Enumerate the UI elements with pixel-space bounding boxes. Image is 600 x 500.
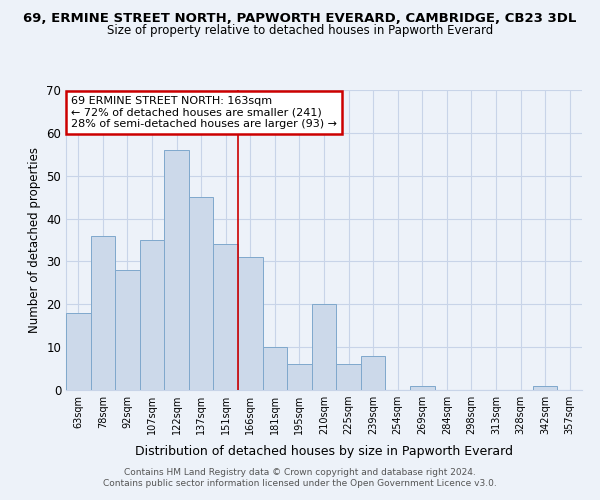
Text: 69 ERMINE STREET NORTH: 163sqm
← 72% of detached houses are smaller (241)
28% of: 69 ERMINE STREET NORTH: 163sqm ← 72% of … bbox=[71, 96, 337, 129]
Bar bbox=[361, 356, 385, 390]
Bar bbox=[287, 364, 312, 390]
Bar bbox=[189, 197, 214, 390]
Bar bbox=[91, 236, 115, 390]
Text: Contains HM Land Registry data © Crown copyright and database right 2024.
Contai: Contains HM Land Registry data © Crown c… bbox=[103, 468, 497, 487]
Y-axis label: Number of detached properties: Number of detached properties bbox=[28, 147, 41, 333]
Text: Size of property relative to detached houses in Papworth Everard: Size of property relative to detached ho… bbox=[107, 24, 493, 37]
Bar bbox=[336, 364, 361, 390]
Bar bbox=[115, 270, 140, 390]
Bar bbox=[312, 304, 336, 390]
Bar bbox=[263, 347, 287, 390]
Bar bbox=[66, 313, 91, 390]
Bar bbox=[410, 386, 434, 390]
Bar bbox=[238, 257, 263, 390]
Bar bbox=[533, 386, 557, 390]
X-axis label: Distribution of detached houses by size in Papworth Everard: Distribution of detached houses by size … bbox=[135, 446, 513, 458]
Bar bbox=[164, 150, 189, 390]
Text: 69, ERMINE STREET NORTH, PAPWORTH EVERARD, CAMBRIDGE, CB23 3DL: 69, ERMINE STREET NORTH, PAPWORTH EVERAR… bbox=[23, 12, 577, 26]
Bar bbox=[214, 244, 238, 390]
Bar bbox=[140, 240, 164, 390]
